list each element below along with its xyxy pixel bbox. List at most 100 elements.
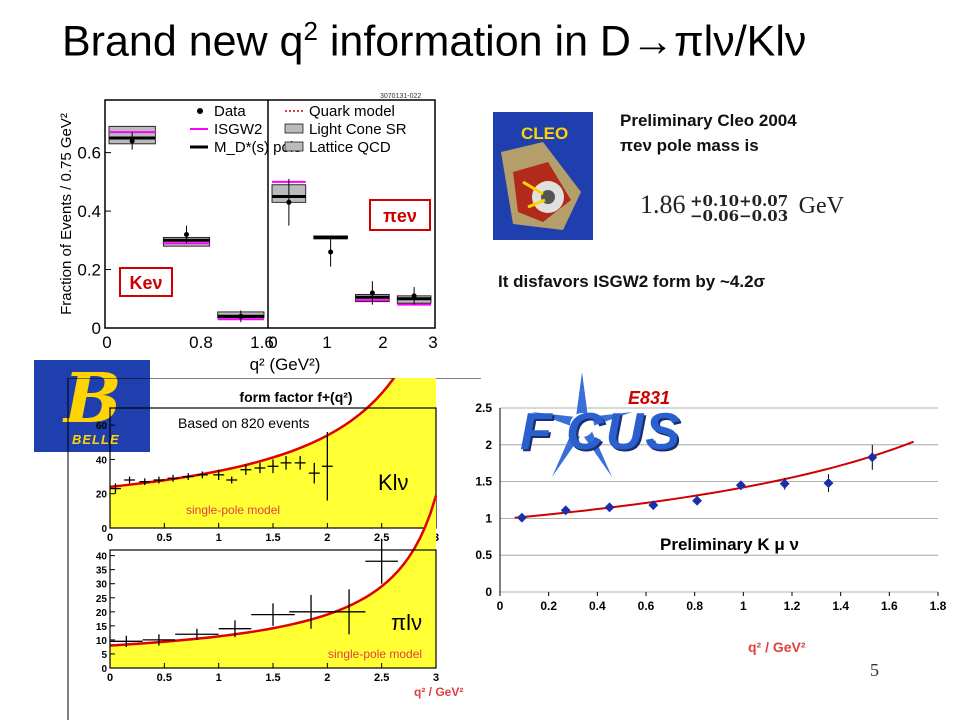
y-tick-label: 2 (485, 438, 492, 452)
y-tick-label: 0 (92, 319, 101, 338)
ke-frame (119, 267, 173, 297)
belle-chart: form factor f+(q²)Based on 820 events020… (67, 378, 481, 720)
fit-curve (109, 495, 438, 647)
data-point (184, 231, 189, 237)
legend-label: M_D*(s) pole (214, 139, 302, 156)
y-tick-label: 2.5 (475, 401, 492, 415)
focus-chart: 0 0.5 1 1.5 2 2.5 0 0.2 0.4 0.6 0.8 1 1.2 1.4 1.6 1.8 Pr… (475, 401, 947, 655)
focus-star-icon (532, 372, 632, 477)
focus-tag: E831 (628, 388, 671, 408)
cleo-logo-text: CLEO (521, 124, 569, 143)
y-tick-label: 15 (96, 622, 108, 633)
pole-mass-err-up: +0.10+0.07 (689, 191, 789, 210)
pole-mass-formula: 1.86 +0.10+0.07 −0.06−0.03 GeV (640, 190, 844, 224)
y-tick-label: 35 (96, 566, 108, 577)
data-point (411, 293, 417, 299)
x-tick-label: 1 (740, 599, 747, 613)
belle-logo: B BELLE (34, 360, 150, 452)
x-tick-label: 0.5 (157, 532, 172, 544)
y-tick-label: 1.5 (475, 475, 492, 489)
data-point (867, 452, 878, 463)
x-tick-label: 0 (268, 333, 277, 352)
belle-logo-text: BELLE (72, 432, 120, 447)
legend-label: Light Cone SR (309, 121, 407, 138)
belle-x-label: q² / GeV² (414, 685, 463, 699)
data-point (516, 512, 527, 523)
x-tick-label: 1.5 (265, 532, 280, 544)
pie-frame (369, 199, 431, 231)
title-pre: Brand new q (62, 17, 304, 66)
y-tick-label: 5 (101, 650, 107, 661)
x-tick-label: 0 (107, 672, 113, 684)
y-tick-label: 0.5 (475, 548, 492, 562)
focus-logo-text: F CUS (520, 403, 682, 461)
data-point (692, 495, 703, 506)
title-sup: 2 (303, 16, 318, 46)
x-tick-label: 1.8 (930, 599, 947, 613)
x-tick-label: 1.6 (881, 599, 898, 613)
x-tick-label: 2 (324, 532, 330, 544)
x-tick-label: 1.4 (832, 599, 849, 613)
legend-label: Lattice QCD (309, 139, 391, 156)
data-point (369, 290, 375, 296)
page-number: 5 (870, 660, 879, 680)
data-point (286, 199, 292, 205)
y-tick-label: 20 (96, 608, 108, 619)
y-axis-label: Fraction of Events / 0.75 GeV² (58, 113, 75, 315)
data-point (604, 502, 615, 513)
x-tick-label: 2.5 (374, 672, 389, 684)
fit-curve (514, 440, 915, 519)
x-tick-label: 1 (216, 532, 222, 544)
legend-label: ISGW2 (214, 121, 262, 138)
model-label: single-pole model (328, 647, 422, 661)
x-tick-label: 0 (497, 599, 504, 613)
data-point (779, 478, 790, 489)
x-tick-label: 2 (378, 333, 387, 352)
cleo-line2: πeν pole mass is (620, 136, 759, 155)
x-tick-label: 3 (433, 672, 439, 684)
x-axis-label: q² (GeV²) (250, 355, 321, 374)
legend-data-marker (197, 108, 203, 114)
y-tick-label: 30 (96, 580, 108, 591)
x-tick-label: 3 (428, 333, 437, 352)
data-point (238, 313, 244, 319)
x-tick-label: 0.8 (189, 333, 213, 352)
data-point (129, 138, 135, 144)
title-post: information in D→πlν/Klν (317, 17, 807, 66)
x-tick-label: 0.8 (686, 599, 703, 613)
disfavor-text: It disfavors ISGW2 form by ~4.2σ (498, 272, 766, 291)
belle-title: form factor f+(q²) (239, 389, 352, 405)
y-tick-label: 0.6 (77, 144, 101, 163)
belle-annotation: Based on 820 events (178, 415, 310, 431)
label-ke-box: Keν (119, 267, 173, 297)
focus-annotation: Preliminary K μ ν (660, 535, 799, 554)
label-pie-box: πeν (369, 199, 431, 231)
y-tick-label: 0.2 (77, 261, 101, 280)
y-tick-label: 40 (96, 455, 108, 466)
model-label: single-pole model (186, 503, 280, 517)
x-tick-label: 1 (216, 672, 222, 684)
x-tick-label: 0 (107, 532, 113, 544)
x-tick-label: 2 (324, 672, 330, 684)
y-tick-label: 0 (101, 524, 107, 535)
cleo-logo: CLEO (493, 112, 593, 240)
data-point (823, 478, 834, 489)
y-tick-label: 40 (96, 552, 108, 563)
channel-label: Klν (378, 470, 409, 495)
fit-fill (110, 495, 436, 668)
y-tick-label: 0 (101, 664, 107, 675)
x-tick-label: 0.5 (157, 672, 172, 684)
cleo-detector-icon (501, 142, 581, 230)
pole-mass-err-dn: −0.06−0.03 (689, 206, 789, 225)
x-tick-label: 1.2 (784, 599, 801, 613)
legend-label: Quark model (309, 103, 395, 120)
legend-label: Data (214, 103, 246, 120)
y-tick-label: 0 (485, 585, 492, 599)
x-tick-label: 2.5 (374, 532, 389, 544)
data-point (328, 249, 334, 255)
y-tick-label: 10 (96, 636, 108, 647)
slide-title: Brand new q2 information in D→πlν/Klν (62, 16, 806, 66)
